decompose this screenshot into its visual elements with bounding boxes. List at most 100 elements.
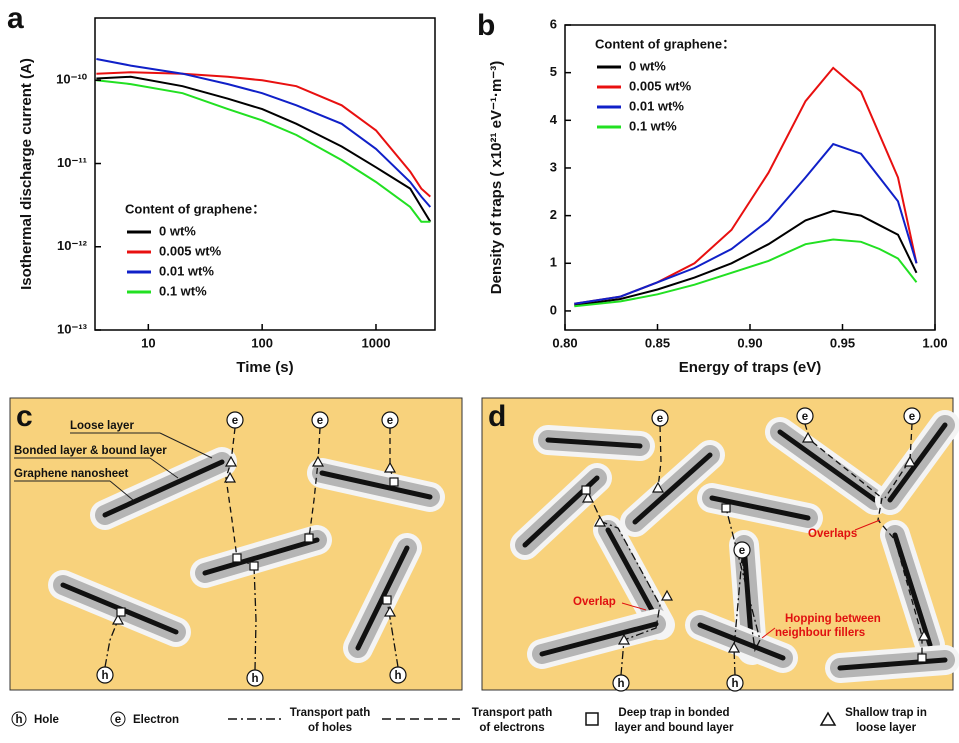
transport-path [884,423,913,499]
deep-trap [116,607,126,617]
nanosheet [777,429,878,503]
pointer [159,432,213,459]
y-tick-label: 10⁻¹² [57,238,88,253]
legend-label: Transport path [290,707,371,719]
shallow-trap [660,589,674,601]
nanosheet [892,532,933,648]
pointer [149,457,179,479]
legend-label: of electrons [479,722,544,734]
legend: h Hole e Electron Transport path of hole… [11,707,927,734]
y-tick-label: 10⁻¹³ [57,321,88,336]
shallow-trap [111,613,125,625]
panel-label: c [16,400,33,433]
nanosheet [319,470,433,500]
nanosheet [837,657,948,671]
nanosheet [202,537,320,576]
x-tick-label: 0.80 [552,335,577,350]
electron-icon [110,711,126,727]
data-line [96,58,432,208]
data-line [96,75,432,223]
transport-path [386,599,399,668]
transport-path [253,565,257,671]
annotation: Overlap [573,596,616,608]
y-tick-label: 1 [550,255,557,270]
nanosheet [605,527,663,628]
shallow-trap [801,431,815,443]
hole-icon [389,666,407,684]
y-tick-label: 5 [550,64,557,79]
legend-label: 0.1 wt% [629,118,677,133]
pointer [109,480,134,501]
electron-icon [311,411,329,429]
data-line [96,71,431,198]
annotation: Overlaps [808,528,857,540]
shallow-trap [917,629,931,641]
x-tick-label: 0.85 [645,335,670,350]
legend-title: Content of graphene： [595,36,735,51]
transport-path [657,425,662,489]
hole-symbol: h [251,673,258,685]
deep-trap [249,561,259,571]
legend-label: Deep trap in bonded [618,707,729,719]
y-tick-label: 10⁻¹⁰ [56,72,88,87]
nanosheet [545,437,643,449]
deep-trap [917,653,927,663]
deep-trap-icon [585,712,599,726]
y-tick-label: 10⁻¹¹ [57,155,87,170]
hole-icon [612,674,630,692]
legend-label: layer and bound layer [615,722,734,734]
x-tick-label: 1000 [362,335,391,350]
y-tick-label: 2 [550,207,557,222]
pointer [854,519,881,531]
legend-label: 0.005 wt% [629,78,692,93]
x-tick-label: 0.95 [830,335,855,350]
panel-label: a [7,2,24,35]
legend-label: 0.01 wt% [629,98,684,113]
panel-c-background [9,397,463,691]
hole-symbol: h [394,670,401,682]
annotation: Loose layer [70,420,134,432]
transport-path [877,497,923,658]
legend-label: Shallow trap in [845,707,927,719]
hole-icon [11,711,27,727]
electron-symbol: e [657,413,663,425]
legend-label: loose layer [856,722,917,734]
legend-label: 0.01 wt% [159,263,214,278]
electron-symbol: e [115,714,121,726]
transport-path [225,427,238,559]
x-tick-label: 100 [251,335,273,350]
annotation: neighbour fillers [775,627,865,639]
electron-symbol: e [802,411,808,423]
shallow-trap [651,481,665,493]
y-axis-title: Isothermal discharge current (A) [18,58,35,290]
deep-trap [389,477,399,487]
nanosheet [632,452,713,525]
shallow-trap [311,455,325,467]
deep-trap [581,485,591,495]
legend-label: 0.1 wt% [159,283,207,298]
hole-icon [246,669,264,687]
electron-symbol: e [232,415,238,427]
nanosheet [539,621,659,657]
shallow-trap [581,491,595,503]
electron-icon [226,411,244,429]
legend-label: Transport path [472,707,553,719]
hole-symbol: h [617,678,624,690]
shallow-trap [617,633,631,645]
y-tick-label: 6 [550,16,557,31]
plot-frame [94,17,436,331]
panel-label: b [477,9,495,42]
electron-icon [381,411,399,429]
diagrams: e e e h h h e e e e h h [48,407,959,692]
legend-label: Electron [133,714,179,726]
electron-icon [903,407,921,425]
deep-trap [382,595,392,605]
shallow-trap [223,471,237,483]
shallow-trap [727,641,741,653]
legend-label: 0.005 wt% [159,243,222,258]
annotation: Graphene nanosheet [14,468,129,480]
x-axis-title: Energy of traps (eV) [679,359,822,376]
hole-icon [96,666,114,684]
